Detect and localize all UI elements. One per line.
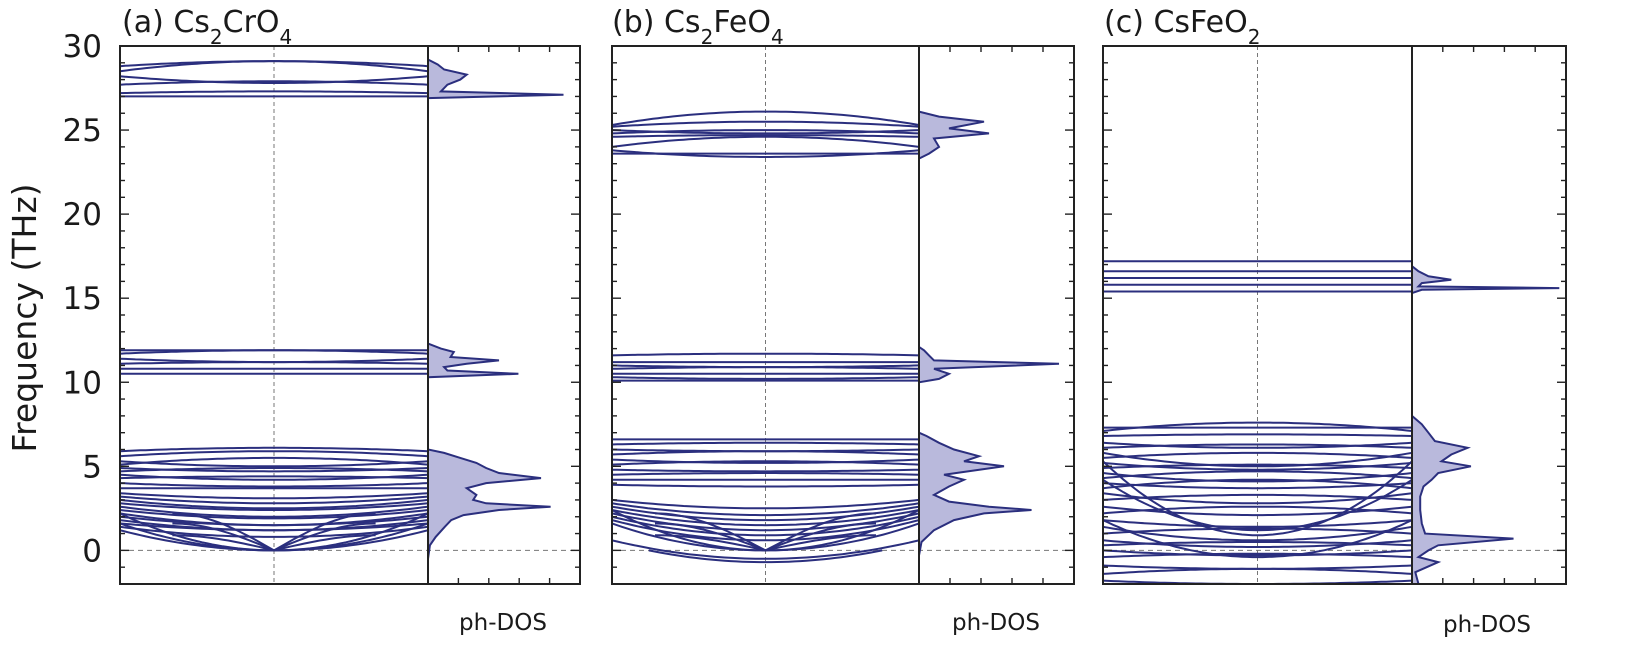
dos-fill xyxy=(428,59,564,559)
band-curve xyxy=(120,80,428,86)
band-curve xyxy=(120,75,428,84)
band-curve xyxy=(612,539,919,560)
band-curve xyxy=(120,505,428,518)
panel-frame xyxy=(1102,45,1567,585)
band-curve xyxy=(612,515,919,537)
panel-title-a: (a) Cs2CrO4 xyxy=(122,5,292,49)
band-curve xyxy=(120,475,428,480)
band-curve xyxy=(1103,451,1412,468)
band-curve xyxy=(612,376,919,380)
panel-title-c: (c) CsFeO2 xyxy=(1104,5,1260,49)
band-curve xyxy=(1103,443,1412,449)
band-curve xyxy=(120,456,428,466)
acoustic-branch xyxy=(172,534,376,552)
band-curve xyxy=(612,483,919,488)
band-curve xyxy=(1103,552,1412,559)
band-curve xyxy=(120,349,428,355)
dos-label-b: ph-DOS xyxy=(952,610,1040,636)
band-curve xyxy=(612,498,919,510)
y-tick-label: 10 xyxy=(63,365,102,401)
band-curve xyxy=(120,450,428,458)
band-curve xyxy=(120,446,428,453)
band-curve xyxy=(612,468,919,473)
band-curve xyxy=(1103,527,1412,535)
band-curve xyxy=(1103,505,1412,515)
panel-frame xyxy=(119,45,581,585)
soft-mode-branch xyxy=(648,549,883,564)
dos-label-c: ph-DOS xyxy=(1443,612,1531,638)
band-curve xyxy=(1103,525,1412,542)
band-curve xyxy=(612,129,919,135)
band-curve xyxy=(120,498,428,510)
dispersive-branch xyxy=(1103,460,1412,537)
y-tick-label: 25 xyxy=(63,113,102,149)
y-tick-label: 0 xyxy=(82,533,102,569)
band-curve xyxy=(120,515,428,527)
band-curve xyxy=(612,135,919,148)
band-curve xyxy=(1103,463,1412,469)
band-curve xyxy=(120,482,428,488)
band-curve xyxy=(120,502,428,511)
band-curve xyxy=(1103,519,1412,528)
band-curve xyxy=(1103,433,1412,437)
band-curve xyxy=(612,519,919,542)
band-structure xyxy=(612,110,919,564)
acoustic-branch xyxy=(654,534,877,552)
band-curve xyxy=(612,472,919,476)
panel-b: (b) Cs2FeO4 ph-DOS xyxy=(611,5,1075,636)
band-curve xyxy=(612,502,919,517)
band-curve xyxy=(120,509,428,520)
y-tick-label: 20 xyxy=(63,197,102,233)
band-curve xyxy=(612,120,919,128)
y-tick-label: 15 xyxy=(63,281,102,317)
band-curve xyxy=(120,467,428,473)
band-curve xyxy=(120,525,428,538)
dos-label-a: ph-DOS xyxy=(459,610,547,636)
band-curve xyxy=(612,460,919,466)
band-curve xyxy=(1103,421,1412,432)
band-curve xyxy=(1103,579,1412,584)
dos-curve xyxy=(1411,265,1560,585)
band-curve xyxy=(1103,505,1412,517)
band-curve xyxy=(120,460,428,468)
band-curve xyxy=(1103,567,1412,575)
dos-fill xyxy=(919,111,1059,556)
band-curve xyxy=(120,495,428,505)
panel-frame xyxy=(611,45,1075,585)
band-curve xyxy=(120,90,428,95)
band-curve xyxy=(612,458,919,464)
dispersive-branch xyxy=(1103,478,1412,532)
band-curve xyxy=(612,366,919,370)
band-curve xyxy=(1103,470,1412,480)
band-curve xyxy=(612,352,919,357)
band-curve xyxy=(1103,549,1412,557)
y-tick-label: 5 xyxy=(82,449,102,485)
band-curve xyxy=(612,509,919,527)
band-curve xyxy=(612,134,919,138)
panel-a: (a) Cs2CrO4 ph-DOS xyxy=(119,5,581,636)
band-curve xyxy=(120,361,428,365)
dispersive-branch xyxy=(1103,519,1412,559)
band-structure xyxy=(1103,260,1412,584)
band-curve xyxy=(1103,478,1412,490)
band-curve xyxy=(1103,493,1412,501)
band-curve xyxy=(612,450,919,456)
band-curve xyxy=(612,441,919,446)
panel-title-b: (b) Cs2FeO4 xyxy=(612,5,784,49)
band-curve xyxy=(1103,541,1412,547)
y-tick-label: 30 xyxy=(63,29,102,65)
band-curve xyxy=(120,522,428,532)
band-curve xyxy=(1103,492,1412,505)
panel-c: (c) CsFeO2 ph-DOS xyxy=(1102,5,1567,638)
band-curve xyxy=(1103,482,1412,490)
band-curve xyxy=(612,110,919,126)
band-curve xyxy=(120,492,428,500)
band-curve xyxy=(120,60,428,73)
band-curve xyxy=(1103,472,1412,483)
band-curve xyxy=(1103,451,1412,459)
y-axis-label: Frequency (THz) xyxy=(5,183,44,452)
band-structure xyxy=(120,60,428,552)
